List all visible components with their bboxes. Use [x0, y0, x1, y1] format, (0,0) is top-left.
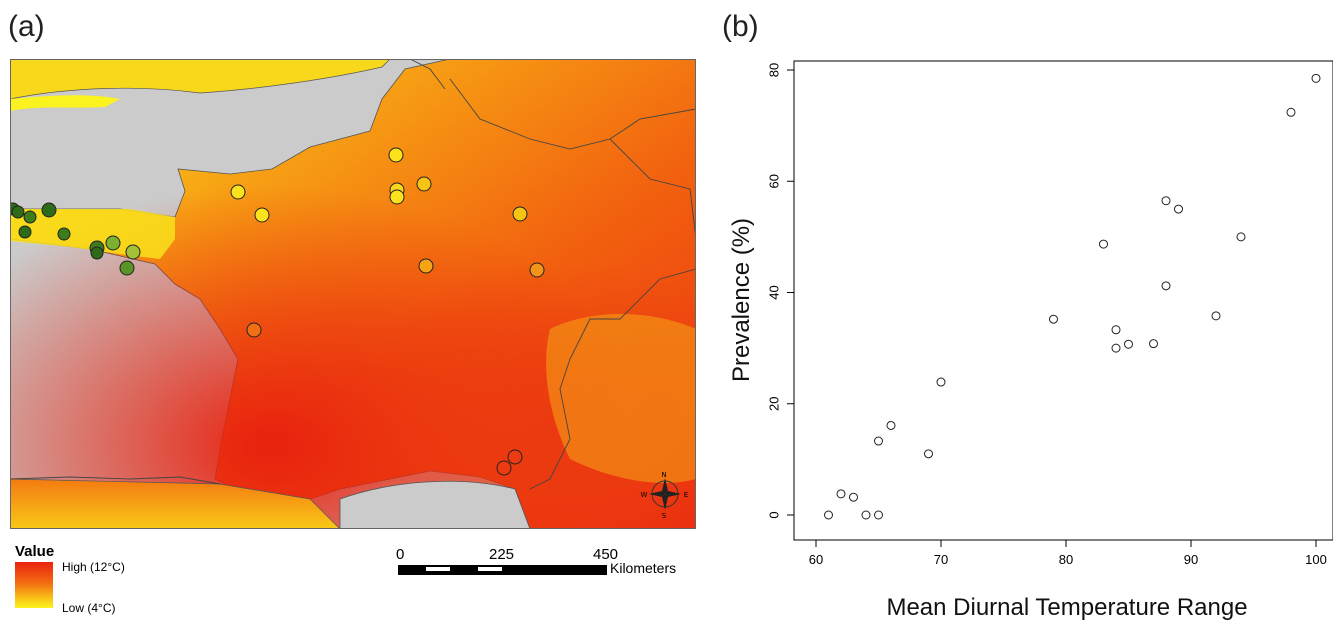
data-point [1211, 311, 1221, 321]
x-tick-label: 70 [934, 552, 948, 567]
border-spain [10, 476, 221, 485]
data-point [1311, 73, 1321, 83]
sampling-sites [10, 147, 545, 476]
border-belgium [409, 59, 446, 90]
data-point [874, 510, 883, 520]
site-marker [254, 207, 270, 223]
border-north [449, 78, 696, 150]
x-tick-label: 100 [1305, 552, 1327, 567]
data-point [1149, 339, 1158, 349]
site-marker [388, 147, 404, 163]
compass-n: N [661, 471, 666, 479]
x-tick-label: 80 [1059, 552, 1073, 567]
compass-s: S [662, 512, 667, 520]
map-panel: (a) [8, 10, 696, 615]
data-point [874, 436, 883, 446]
data-point [1161, 196, 1171, 206]
site-marker [416, 176, 432, 192]
legend-title: Value [15, 543, 55, 560]
data-point [1099, 239, 1108, 249]
data-point [1286, 107, 1296, 117]
scale-tick-450: 450 [593, 546, 619, 563]
site-marker [18, 225, 32, 239]
site-marker [41, 202, 57, 218]
y-tick-label: 0 [766, 511, 781, 518]
site-marker [418, 258, 434, 274]
data-point [836, 489, 846, 499]
y-tick-label: 40 [766, 285, 781, 299]
legend-low-label: Low (4°C) [62, 601, 116, 615]
data-point [1174, 204, 1183, 214]
site-marker [507, 449, 523, 465]
site-marker [529, 262, 545, 278]
data-point [1161, 281, 1171, 291]
site-marker [23, 210, 37, 224]
panel-b-label: (b) [722, 10, 759, 43]
x-tick-label: 90 [1184, 552, 1198, 567]
data-point [924, 449, 933, 459]
legend-color-ramp [15, 562, 53, 608]
border-northeast [609, 138, 696, 240]
scale-tick-0: 0 [396, 546, 405, 563]
x-tick-label: 60 [809, 552, 823, 567]
y-tick-label: 60 [766, 174, 781, 188]
y-tick-label: 80 [766, 63, 781, 77]
border-east [529, 268, 696, 490]
x-axis-label: Mean Diurnal Temperature Range [886, 594, 1248, 621]
scale-unit: Kilometers [610, 560, 677, 576]
site-marker [57, 227, 71, 241]
site-marker [512, 206, 528, 222]
mediterranean [339, 480, 531, 529]
compass-w: W [641, 491, 648, 499]
legend-high-label: High (12°C) [62, 560, 125, 574]
panel-a-label: (a) [8, 10, 45, 43]
compass-rose: N S E W [641, 471, 689, 520]
map-frame [10, 59, 696, 529]
site-marker [389, 189, 405, 205]
scatter-points [824, 73, 1321, 520]
data-point [1111, 343, 1121, 353]
plot-frame [793, 60, 1333, 541]
y-tick-label: 20 [766, 397, 781, 411]
data-point [1124, 339, 1133, 349]
temperature-map: N S E W [10, 59, 696, 529]
y-axis-label: Prevalence (%) [728, 217, 755, 383]
alps [546, 314, 696, 483]
scale-bar [398, 565, 607, 575]
site-marker [105, 235, 121, 251]
data-point [1236, 232, 1246, 242]
site-marker [90, 246, 104, 260]
site-marker [496, 460, 512, 476]
data-point [824, 510, 833, 520]
data-point [1049, 314, 1058, 324]
data-point [886, 420, 896, 430]
site-marker [119, 260, 135, 276]
site-marker [11, 205, 25, 219]
site-marker [230, 184, 246, 200]
data-point [849, 492, 858, 502]
compass-e: E [684, 491, 688, 499]
data-point [1111, 325, 1121, 335]
site-marker [125, 244, 141, 260]
data-point [861, 510, 871, 520]
spain [10, 478, 341, 529]
site-marker [246, 322, 262, 338]
scale-tick-225: 225 [489, 546, 515, 563]
data-point [936, 377, 946, 387]
